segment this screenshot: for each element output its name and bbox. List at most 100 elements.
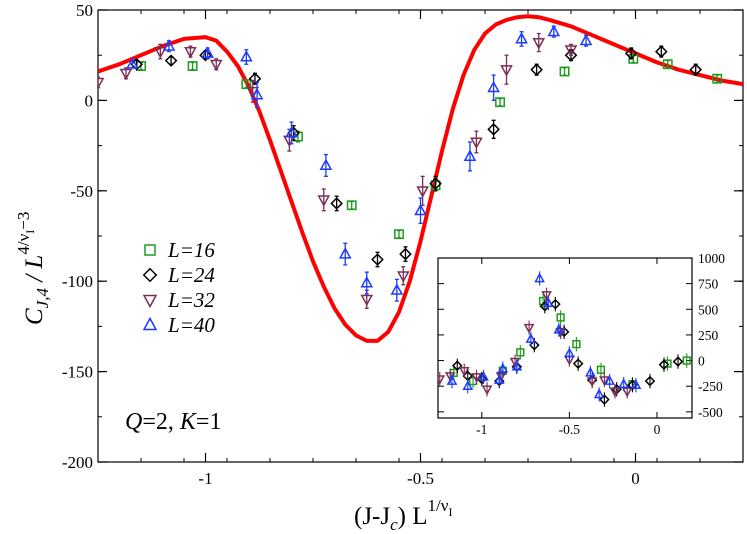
- data-point: [285, 125, 298, 138]
- legend: L=16L=24L=32L=40: [142, 238, 215, 337]
- inset-data-point: [672, 356, 684, 367]
- inset-data-point: [446, 375, 458, 385]
- inset-y-tick-label: -250: [698, 379, 723, 394]
- legend-label: L=32: [167, 288, 215, 312]
- data-point: [463, 149, 477, 161]
- y-tick-label: 50: [76, 1, 93, 20]
- fit-curve: [98, 14, 743, 343]
- data-point: [240, 49, 253, 62]
- inset-data-point: [438, 375, 446, 386]
- data-point: [241, 79, 252, 90]
- data-point: [360, 275, 374, 288]
- legend-marker: [142, 294, 158, 309]
- data-point: [470, 137, 483, 150]
- x-tick-label: 0: [631, 469, 640, 488]
- data-point: [199, 48, 212, 62]
- data-point: [628, 53, 639, 64]
- inset-data-point: [556, 313, 565, 322]
- inset-data-point: [586, 377, 598, 388]
- data-point: [360, 294, 374, 307]
- data-point: [396, 271, 410, 283]
- data-point: [250, 87, 264, 100]
- y-tick-label: -50: [70, 182, 93, 201]
- inset-data-point: [511, 360, 523, 371]
- data-point: [130, 57, 144, 71]
- data-point: [414, 203, 427, 216]
- data-point: [346, 200, 357, 211]
- data-point: [98, 77, 105, 90]
- data-point: [394, 229, 404, 240]
- inset-x-tick-label: -0.5: [559, 422, 581, 437]
- inset-data-point: [523, 323, 535, 334]
- data-point: [164, 54, 178, 67]
- data-point: [564, 45, 578, 57]
- data-point: [495, 97, 506, 108]
- data-point: [154, 47, 167, 59]
- inset-data-point: [458, 367, 470, 377]
- data-point: [248, 72, 262, 86]
- inset-y-tick-label: -500: [698, 405, 723, 420]
- inset-data-point: [539, 300, 551, 312]
- data-point: [547, 24, 561, 37]
- main-series-layer: [98, 24, 723, 309]
- y-tick-label: 0: [85, 91, 94, 110]
- inset-series-L-40: [446, 271, 642, 402]
- inset-data-point: [564, 347, 575, 358]
- inset-plot: -1 -0.5 0 1000 750 500 250 0 -250 -500: [437, 251, 725, 437]
- data-point: [184, 47, 197, 59]
- data-point: [624, 47, 638, 60]
- data-point: [654, 45, 668, 58]
- inset-data-point: [451, 360, 463, 372]
- data-point: [126, 57, 139, 69]
- inset-data-point: [525, 333, 537, 343]
- inset-y-tick-label: 250: [698, 328, 719, 343]
- data-point: [662, 59, 673, 70]
- inset-data-point: [644, 375, 656, 387]
- inset-data-point: [618, 378, 630, 388]
- data-point: [330, 197, 343, 210]
- legend-label: L=40: [167, 313, 215, 337]
- data-point: [579, 33, 593, 46]
- y-tick-label: -200: [62, 453, 93, 472]
- data-point: [187, 61, 198, 71]
- inset-data-point: [471, 373, 482, 383]
- data-point: [712, 73, 723, 84]
- legend-marker: [142, 267, 158, 283]
- inset-frame: [437, 257, 693, 419]
- inset-x-tick-label: 0: [654, 422, 661, 437]
- inset-data-point: [478, 370, 489, 381]
- y-tick-label: -150: [62, 363, 93, 382]
- inset-y-tick-label: 1000: [698, 251, 725, 266]
- data-point: [559, 66, 570, 77]
- data-point: [319, 158, 333, 171]
- inset-data-point: [481, 385, 493, 396]
- x-axis-label: (J-Jc) L1/νI: [354, 496, 452, 534]
- data-point: [530, 63, 543, 76]
- inset-data-point: [630, 379, 642, 389]
- data-point: [689, 63, 703, 76]
- data-point: [564, 48, 578, 62]
- inset-series-layer: [438, 271, 691, 407]
- data-point: [532, 38, 546, 50]
- inset-data-point: [621, 387, 633, 398]
- data-point: [416, 186, 429, 198]
- legend-marker: [144, 244, 156, 256]
- inset-data-point: [553, 323, 565, 334]
- inset-y-tick-label: 0: [698, 354, 705, 369]
- inset-data-point: [599, 376, 610, 387]
- data-point: [338, 247, 352, 259]
- fit-curve-layer: [98, 14, 743, 343]
- inset-data-point: [529, 339, 540, 351]
- inset-data-point: [572, 340, 581, 349]
- inset-data-point: [462, 380, 474, 391]
- legend-label: L=24: [167, 263, 215, 287]
- data-point: [371, 253, 384, 266]
- data-point: [515, 31, 528, 44]
- inset-x-tick-label: -1: [476, 422, 487, 437]
- inset-data-point: [604, 375, 616, 385]
- series-L-40: [126, 24, 593, 302]
- inset-ticks: -1 -0.5 0 1000 750 500 250 0 -250 -500: [438, 251, 725, 437]
- data-point: [429, 177, 442, 190]
